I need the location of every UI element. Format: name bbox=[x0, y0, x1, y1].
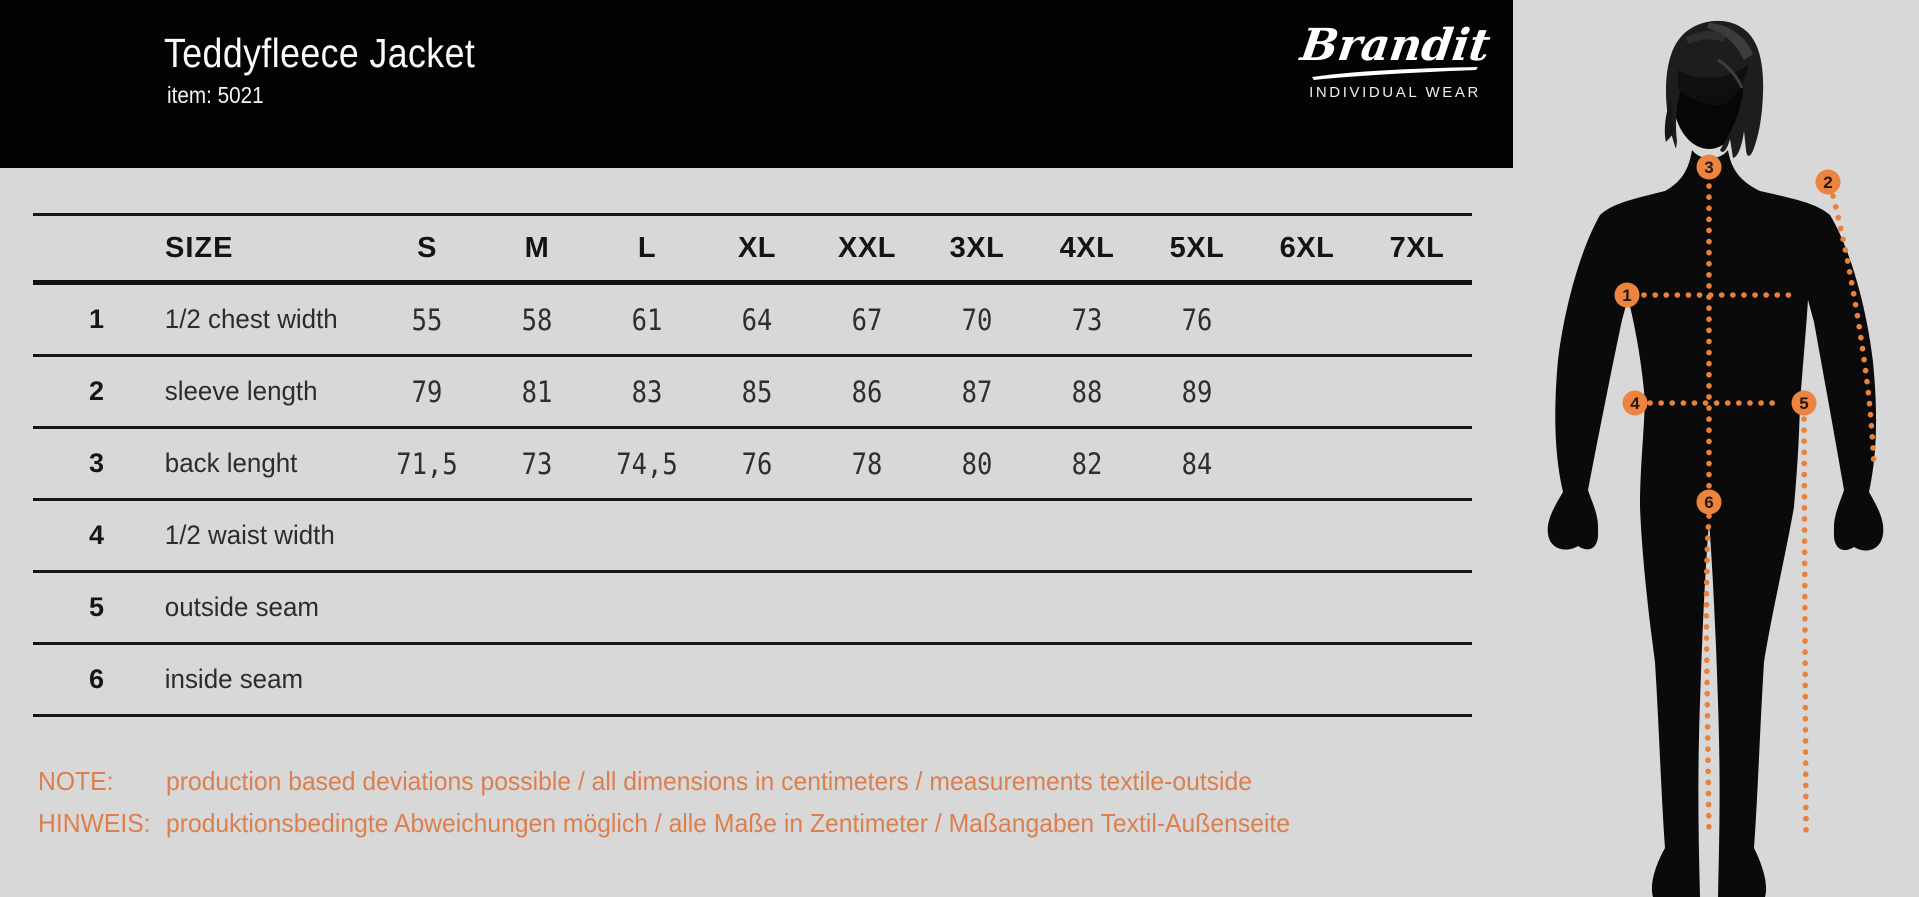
table-header-row: SIZE S M L XL XXL 3XL 4XL 5XL 6XL 7XL bbox=[33, 216, 1472, 285]
size-col-l: L bbox=[637, 231, 657, 264]
table-row-waist: 4 1/2 waist width bbox=[33, 501, 1472, 573]
notes-block: NOTE: production based deviations possib… bbox=[38, 766, 1349, 850]
sleeve-line bbox=[1830, 193, 1877, 469]
logo-underline-swoosh bbox=[1312, 67, 1478, 80]
svg-text:1: 1 bbox=[1622, 286, 1631, 305]
row-label: 1/2 chest width bbox=[164, 304, 338, 334]
body-measurement-figure: 1 2 3 4 5 6 bbox=[1547, 20, 1884, 897]
cell-value: 84 bbox=[1181, 446, 1213, 481]
cell-value: 76 bbox=[741, 446, 773, 481]
cell-value: 73 bbox=[1071, 302, 1103, 337]
cell-value: 55 bbox=[411, 302, 443, 337]
cell-value: 80 bbox=[961, 446, 993, 481]
hair-sideburn bbox=[1664, 96, 1674, 142]
item-number: item: 5021 bbox=[167, 82, 264, 108]
cell-value: 82 bbox=[1071, 446, 1103, 481]
page-title: Teddyfleece Jacket bbox=[164, 30, 476, 76]
hair-fringe-shadow bbox=[1678, 64, 1749, 106]
row-number: 3 bbox=[88, 448, 105, 478]
svg-text:6: 6 bbox=[1704, 493, 1713, 512]
cell-value: 81 bbox=[521, 374, 553, 409]
row-label: inside seam bbox=[164, 664, 304, 694]
marker-4: 4 bbox=[1622, 390, 1648, 416]
cell-value: 85 bbox=[741, 374, 773, 409]
svg-text:5: 5 bbox=[1799, 394, 1808, 413]
note-text: production based deviations possible / a… bbox=[166, 766, 1252, 796]
table-row-outside-seam: 5 outside seam bbox=[33, 573, 1472, 645]
note-row-en: NOTE: production based deviations possib… bbox=[38, 766, 1349, 797]
svg-text:2: 2 bbox=[1823, 173, 1832, 192]
table-row-chest: 1 1/2 chest width 55 58 61 64 67 70 73 7… bbox=[33, 285, 1472, 357]
table-row-sleeve: 2 sleeve length 79 81 83 85 86 87 88 89 bbox=[33, 357, 1472, 429]
outside-seam-line bbox=[1801, 416, 1809, 839]
row-number: 4 bbox=[88, 520, 105, 550]
hair-strand bbox=[1717, 58, 1744, 89]
marker-3: 3 bbox=[1696, 154, 1722, 180]
size-col-xl: XL bbox=[737, 231, 777, 264]
size-col-4xl: 4XL bbox=[1059, 231, 1115, 264]
size-col-m: M bbox=[524, 231, 550, 264]
table-row-back: 3 back lenght 71,5 73 74,5 76 78 80 82 8… bbox=[33, 429, 1472, 501]
svg-text:3: 3 bbox=[1704, 158, 1713, 177]
cell-value: 87 bbox=[961, 374, 993, 409]
inside-seam-line bbox=[1703, 513, 1712, 839]
note-row-de: HINWEIS: produktionsbedingte Abweichunge… bbox=[38, 808, 1349, 839]
size-col-6xl: 6XL bbox=[1279, 231, 1335, 264]
cell-value: 78 bbox=[851, 446, 883, 481]
cell-value: 79 bbox=[411, 374, 443, 409]
brand-name: Brandit bbox=[1297, 20, 1493, 71]
row-label: sleeve length bbox=[164, 376, 318, 406]
cell-value: 58 bbox=[521, 302, 553, 337]
size-table: SIZE S M L XL XXL 3XL 4XL 5XL 6XL 7XL 1 … bbox=[33, 213, 1472, 717]
row-number: 5 bbox=[88, 592, 105, 622]
cell-value: 76 bbox=[1181, 302, 1213, 337]
brand-tagline: INDIVIDUAL WEAR bbox=[1309, 84, 1481, 101]
brand-logo: Brandit INDIVIDUAL WEAR bbox=[1295, 20, 1495, 101]
table-row-inside-seam: 6 inside seam bbox=[33, 645, 1472, 717]
cell-value: 67 bbox=[851, 302, 883, 337]
marker-6: 6 bbox=[1696, 489, 1722, 515]
cell-value: 83 bbox=[631, 374, 663, 409]
marker-5: 5 bbox=[1791, 390, 1817, 416]
cell-value: 64 bbox=[741, 302, 773, 337]
svg-text:4: 4 bbox=[1630, 394, 1640, 413]
cell-value: 61 bbox=[631, 302, 663, 337]
cell-value: 73 bbox=[521, 446, 553, 481]
header-bar: Teddyfleece Jacket item: 5021 Brandit IN… bbox=[0, 0, 1513, 168]
size-col-5xl: 5XL bbox=[1169, 231, 1225, 264]
cell-value: 86 bbox=[851, 374, 883, 409]
row-label: outside seam bbox=[164, 592, 319, 622]
hinweis-text: produktionsbedingte Abweichungen möglich… bbox=[166, 808, 1291, 838]
size-column-header: SIZE bbox=[165, 231, 234, 264]
row-label: 1/2 waist width bbox=[164, 520, 335, 550]
cell-value: 71,5 bbox=[396, 446, 458, 481]
marker-2: 2 bbox=[1815, 169, 1841, 195]
note-label: NOTE: bbox=[38, 766, 114, 796]
size-col-s: S bbox=[417, 231, 437, 264]
row-number: 6 bbox=[88, 664, 105, 694]
size-col-3xl: 3XL bbox=[949, 231, 1005, 264]
row-label: back lenght bbox=[164, 448, 298, 478]
cell-value: 88 bbox=[1071, 374, 1103, 409]
row-number: 2 bbox=[88, 376, 105, 406]
row-number: 1 bbox=[88, 304, 105, 334]
size-col-7xl: 7XL bbox=[1389, 231, 1445, 264]
marker-1: 1 bbox=[1614, 282, 1640, 308]
size-col-xxl: XXL bbox=[838, 231, 896, 264]
cell-value: 70 bbox=[961, 302, 993, 337]
hinweis-label: HINWEIS: bbox=[38, 808, 151, 838]
cell-value: 74,5 bbox=[616, 446, 678, 481]
body-silhouette bbox=[1547, 150, 1884, 897]
cell-value: 89 bbox=[1181, 374, 1213, 409]
hair-highlight-2 bbox=[1685, 30, 1727, 44]
